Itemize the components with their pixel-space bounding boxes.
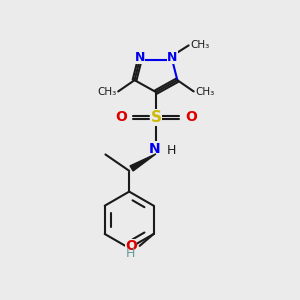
Text: H: H [126,248,135,260]
Text: CH₃: CH₃ [195,87,214,97]
Text: N: N [148,142,160,155]
Text: H: H [167,143,177,157]
Text: CH₃: CH₃ [98,87,117,97]
Text: S: S [150,110,161,125]
Text: O: O [185,110,197,124]
Text: CH₃: CH₃ [190,40,209,50]
Text: N: N [167,51,178,64]
Text: N: N [134,51,145,64]
Polygon shape [130,154,156,171]
Text: O: O [125,239,137,253]
Text: O: O [115,110,127,124]
